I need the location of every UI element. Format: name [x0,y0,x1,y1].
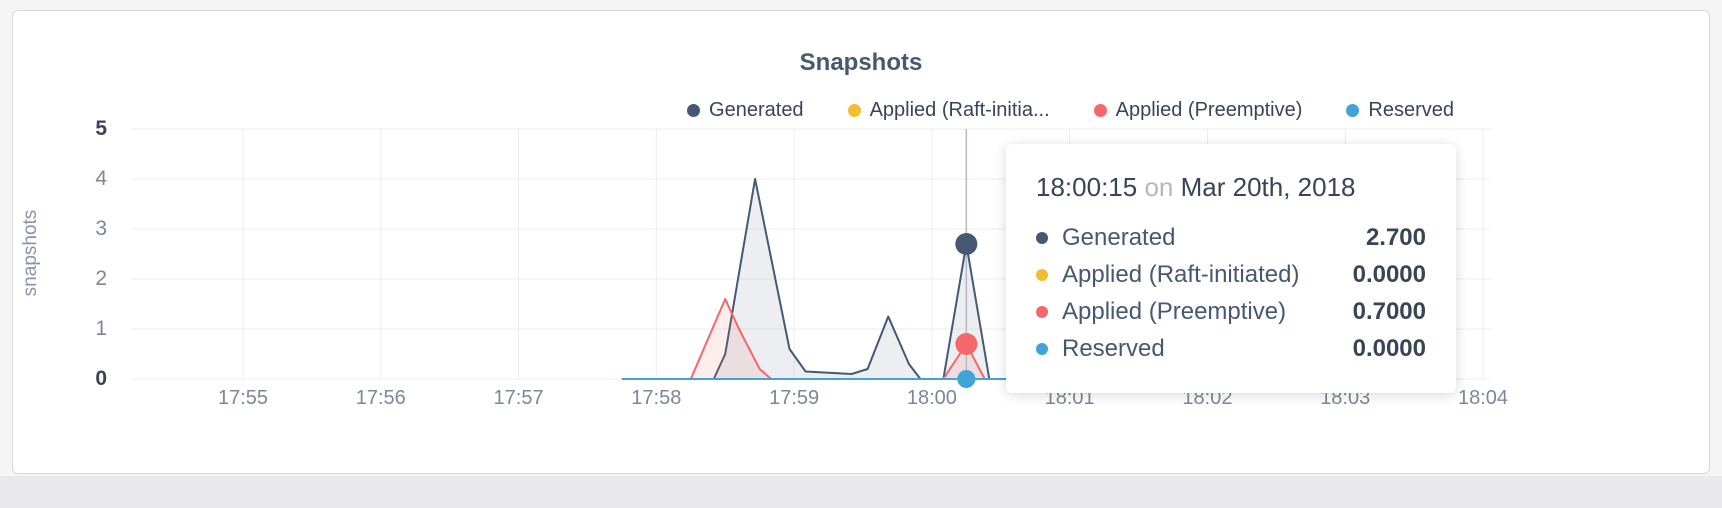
x-tick-label: 17:55 [217,387,269,409]
tooltip-title: 18:00:15 on Mar 20th, 2018 [1036,172,1426,203]
legend-dot-applied-raft-icon [847,104,861,117]
tooltip-series-label: Applied (Raft-initiated) [1062,260,1300,288]
legend-label: Reserved [1368,99,1454,121]
chart-title: Snapshots [799,49,923,76]
y-tick-label: 3 [95,217,107,240]
tooltip-series-value: 2.700 [1365,223,1426,251]
tooltip-series-value: 0.7000 [1352,297,1426,325]
series-dot-icon [1036,342,1048,355]
legend-label: Generated [709,99,804,121]
y-tick-label: 1 [95,317,107,340]
legend-label: Applied (Raft-initia... [869,99,1050,121]
tooltip-series-value: 0.0000 [1352,334,1426,362]
tooltip-series-label: Applied (Preemptive) [1062,297,1287,325]
legend-label: Applied (Preemptive) [1115,99,1303,121]
tooltip-row: Generated 2.700 [1036,219,1426,256]
legend-item-applied-raft[interactable]: Applied (Raft-initia... [847,99,1050,122]
y-tick-label: 0 [95,367,107,390]
chart-legend: Generated Applied (Raft-initia... Applie… [687,99,1454,122]
y-tick-label: 5 [95,117,107,140]
legend-dot-applied-preemptive-icon [1093,104,1107,117]
x-tick-label: 17:58 [631,387,682,409]
series-dot-icon [1036,231,1048,244]
tooltip-series-value: 0.0000 [1352,260,1426,288]
x-tick-label: 18:04 [1457,387,1509,409]
legend-dot-reserved-icon [1346,104,1360,117]
series-dot-icon [1036,268,1048,281]
x-tick-label: 17:56 [355,387,406,409]
x-tick-label: 18:00 [906,387,957,409]
legend-dot-generated-icon [687,104,701,117]
tooltip-series-label: Generated [1062,223,1176,251]
y-axis-title: snapshots [20,209,41,297]
y-axis-labels: 0 1 2 3 4 5 [71,117,121,390]
tooltip-series-label: Reserved [1062,334,1165,362]
tooltip-date: Mar 20th, 2018 [1180,172,1356,202]
page-below-strip [0,476,1722,508]
tooltip-on-word: on [1144,172,1174,202]
legend-item-applied-preemptive[interactable]: Applied (Preemptive) [1093,99,1303,122]
tooltip-row: Applied (Raft-initiated) 0.0000 [1036,256,1426,293]
y-tick-label: 2 [95,267,107,290]
x-tick-label: 17:59 [769,387,820,409]
tooltip-row: Applied (Preemptive) 0.7000 [1036,293,1426,330]
tooltip-row: Reserved 0.0000 [1036,330,1426,367]
chart-card: Snapshots Generated Applied (Raft-initia… [12,10,1710,474]
legend-item-reserved[interactable]: Reserved [1346,99,1454,122]
legend-item-generated[interactable]: Generated [687,99,804,122]
y-tick-label: 4 [95,167,107,190]
series-dot-icon [1036,305,1048,318]
x-tick-label: 17:57 [493,387,544,409]
hover-tooltip: 18:00:15 on Mar 20th, 2018 Generated 2.7… [1006,144,1456,393]
tooltip-time: 18:00:15 [1036,172,1138,202]
